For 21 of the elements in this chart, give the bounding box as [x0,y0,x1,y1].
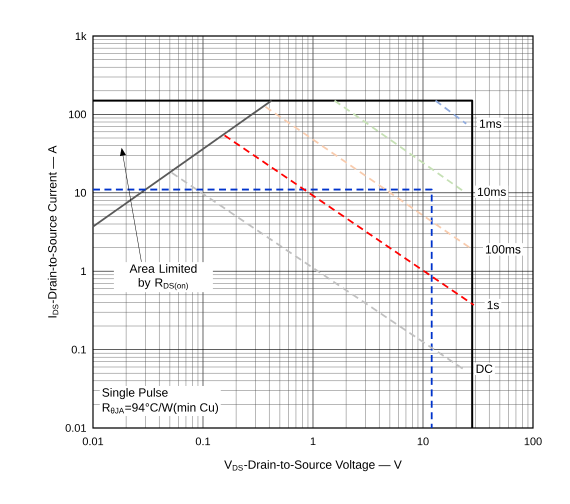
y-tick-label: 0.01 [66,424,86,432]
x-tick-label: 100 [524,438,542,446]
x-tick-label: 0.1 [196,438,210,446]
y-tick-label: 10 [75,188,86,197]
x-tick-label: 0.01 [82,438,104,446]
series-label: 1s [488,300,499,310]
series-label: 10ms [478,188,506,196]
annotation: Single Pulse [102,388,168,400]
y-tick-label: 1 [81,267,86,275]
y-axis-title: I$_{DS}$-Drain-to-Source Current — A [48,146,58,318]
x-tick-label: 1 [310,438,316,446]
y-tick-label: 1k [76,32,87,40]
series-label: 100ms [486,245,520,254]
y-tick-label: 0.1 [72,346,86,354]
series-label: DC [476,364,492,373]
x-tick-label: 10 [418,438,429,446]
annotation: R$_{θJA}$=94°C/W(min Cu) [102,402,218,414]
series-label: 1ms [480,120,502,128]
annotation: Area Limited by R$_{DS(on)}$ [130,264,196,290]
x-axis-title: V$_{DS}$-Drain-to-Source Voltage — V [224,460,402,472]
y-tick-label: 100 [69,110,86,118]
